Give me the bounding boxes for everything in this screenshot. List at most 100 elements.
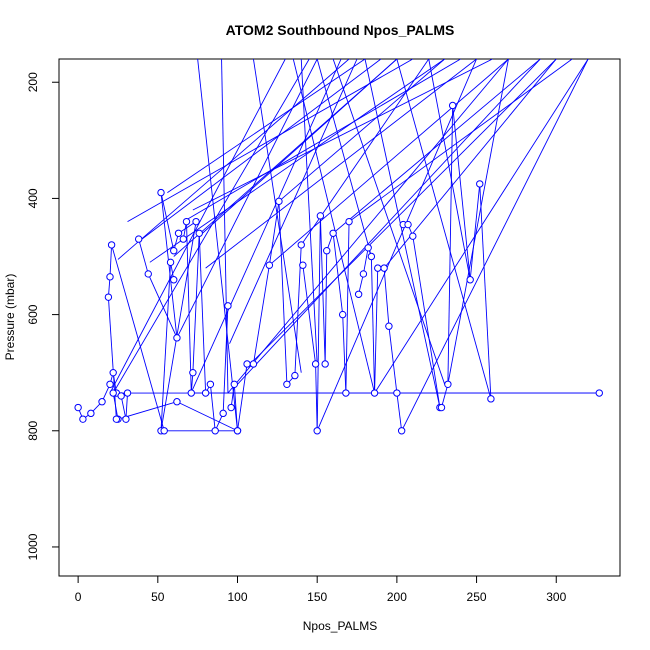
x-axis: 0 50 100 150 200 250 300 <box>75 576 567 604</box>
series-line <box>428 59 471 280</box>
series-line <box>229 59 358 344</box>
data-point <box>311 360 320 368</box>
series-line <box>149 59 445 263</box>
series-line <box>176 401 238 432</box>
series-line <box>197 59 238 431</box>
series-line <box>189 59 342 397</box>
data-point <box>192 217 200 226</box>
x-tick-label: 200 <box>387 590 407 604</box>
series-line <box>332 59 446 385</box>
data-point <box>329 229 337 237</box>
data-point <box>354 290 363 298</box>
x-tick-label: 150 <box>307 590 327 604</box>
data-point <box>117 392 125 400</box>
data-point <box>112 415 121 423</box>
data-point <box>211 427 219 435</box>
chart-title: ATOM2 Southbound Npos_PALMS <box>226 22 455 38</box>
data-point <box>466 276 474 284</box>
data-point <box>345 217 353 226</box>
data-point <box>98 398 106 406</box>
data-point <box>201 389 210 397</box>
series-line <box>364 59 441 408</box>
data-point <box>313 427 321 435</box>
data-point <box>195 229 203 237</box>
y-tick-label: 400 <box>26 188 40 208</box>
data-point <box>187 389 195 397</box>
series-line <box>222 305 229 414</box>
series-line <box>205 59 477 269</box>
data-point <box>316 212 325 220</box>
x-tick-label: 300 <box>546 590 566 604</box>
series-line <box>316 215 321 431</box>
data-point <box>182 217 191 226</box>
series-line <box>383 268 390 327</box>
series-line <box>332 59 541 234</box>
series-line <box>324 250 328 364</box>
series-line <box>401 59 589 431</box>
series-line <box>348 59 573 223</box>
series-line <box>292 59 375 394</box>
series-line <box>252 265 270 365</box>
data-point <box>109 368 117 377</box>
data-point <box>409 232 417 240</box>
series-line <box>127 59 414 223</box>
series-line <box>479 183 492 399</box>
data-point <box>170 246 178 255</box>
data-point <box>338 310 347 319</box>
x-tick-label: 0 <box>75 590 82 604</box>
data-point <box>87 409 95 418</box>
y-tick-label: 1000 <box>26 533 40 560</box>
series-line <box>374 59 589 394</box>
series-line <box>198 233 207 394</box>
data-point <box>189 368 197 377</box>
series-line <box>447 105 454 385</box>
series-line <box>183 59 461 223</box>
data-point <box>166 258 175 267</box>
series-line <box>278 201 288 385</box>
series-line <box>160 221 197 431</box>
data-point <box>404 220 412 229</box>
series-line <box>120 395 127 420</box>
y-axis-label: Pressure (mbar) <box>3 274 17 361</box>
data-point <box>227 403 235 412</box>
data-point <box>476 180 484 188</box>
series-line <box>362 247 369 275</box>
series-line <box>176 59 318 339</box>
data-point <box>144 270 152 278</box>
series-line <box>316 59 372 257</box>
series-line <box>374 268 379 394</box>
data-point <box>173 334 181 342</box>
x-tick-label: 250 <box>467 590 487 604</box>
data-point <box>385 322 393 330</box>
data-point <box>224 302 232 310</box>
series-line <box>221 59 229 394</box>
series-line <box>370 256 376 394</box>
series-line <box>396 59 492 399</box>
data-point <box>487 395 495 403</box>
data-point <box>160 427 168 435</box>
series-line <box>441 384 449 408</box>
data-point <box>107 241 116 249</box>
series-line <box>227 59 509 394</box>
series-line <box>167 59 366 193</box>
y-tick-label: 200 <box>26 72 40 92</box>
data-point <box>283 380 291 389</box>
series-line <box>396 392 403 431</box>
data-point <box>122 415 130 423</box>
data-point <box>106 380 114 389</box>
series-line <box>342 314 347 394</box>
series-line <box>268 201 280 266</box>
data-point <box>157 188 165 197</box>
series-line <box>107 297 117 420</box>
series-line <box>332 233 344 315</box>
series-line <box>209 384 216 431</box>
series-line <box>249 59 557 365</box>
plot-frame <box>58 58 621 577</box>
x-axis-label: Npos_PALMS <box>303 619 377 633</box>
series-line <box>388 326 398 394</box>
series-line <box>345 221 350 394</box>
data-point <box>595 389 603 397</box>
series-line <box>125 392 128 420</box>
series-line <box>160 192 175 251</box>
series-line <box>160 262 172 431</box>
